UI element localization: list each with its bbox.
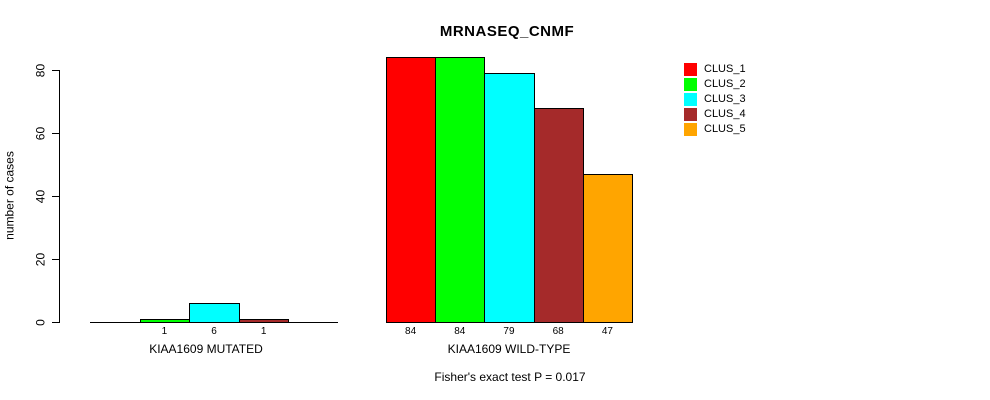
y-axis-line	[59, 70, 60, 323]
bar-clus_3	[484, 73, 535, 323]
legend-label: CLUS_4	[704, 108, 746, 120]
y-tick-label: 80	[33, 63, 48, 78]
legend-color-swatch	[684, 93, 697, 106]
legend-color-swatch	[684, 123, 697, 136]
legend-item-clus_4: CLUS_4	[684, 107, 746, 122]
y-tick-mark	[52, 322, 59, 323]
bar-clus_4	[238, 319, 290, 323]
group-label-mutated: KIAA1609 MUTATED	[149, 342, 263, 356]
y-tick-label: 40	[33, 189, 48, 204]
legend-item-clus_1: CLUS_1	[684, 62, 746, 77]
chart-title: MRNASEQ_CNMF	[439, 23, 575, 40]
legend-label: CLUS_5	[704, 123, 746, 135]
y-tick-mark	[52, 70, 59, 71]
legend-label: CLUS_3	[704, 93, 746, 105]
legend-item-clus_3: CLUS_3	[684, 92, 746, 107]
bar-count-label: 84	[454, 326, 466, 337]
bar-clus_4	[533, 108, 584, 323]
legend-item-clus_2: CLUS_2	[684, 77, 746, 92]
bar-count-label: 1	[260, 326, 267, 337]
y-tick-mark	[52, 259, 59, 260]
y-axis-label: number of cases	[2, 151, 17, 240]
legend-color-swatch	[684, 63, 697, 76]
legend-color-swatch	[684, 108, 697, 121]
bar-count-label: 47	[601, 326, 613, 337]
bar-clus_2	[435, 57, 486, 323]
y-tick-mark	[52, 133, 59, 134]
y-tick-label: 60	[33, 126, 48, 141]
y-tick-label: 0	[33, 319, 48, 326]
fisher-test-annotation: Fisher's exact test P = 0.017	[434, 370, 586, 384]
bar-count-label: 68	[552, 326, 564, 337]
y-tick-label: 20	[33, 252, 48, 267]
legend-label: CLUS_1	[704, 63, 746, 75]
y-tick-mark	[52, 196, 59, 197]
bar-count-label: 84	[405, 326, 417, 337]
bar-clus_5	[582, 174, 633, 323]
bar-clus_1	[386, 57, 437, 323]
group-label-wild-type: KIAA1609 WILD-TYPE	[447, 342, 571, 356]
legend-item-clus_5: CLUS_5	[684, 122, 746, 137]
bar-count-label: 1	[161, 326, 168, 337]
legend-label: CLUS_2	[704, 78, 746, 90]
legend-color-swatch	[684, 78, 697, 91]
bar-clus_3	[189, 303, 240, 323]
legend: CLUS_1 CLUS_2 CLUS_3 CLUS_4 CLUS_5	[684, 62, 746, 137]
bar-count-label: 6	[211, 326, 217, 337]
bar-count-label: 79	[503, 326, 515, 337]
bar-clus_2	[139, 319, 191, 323]
